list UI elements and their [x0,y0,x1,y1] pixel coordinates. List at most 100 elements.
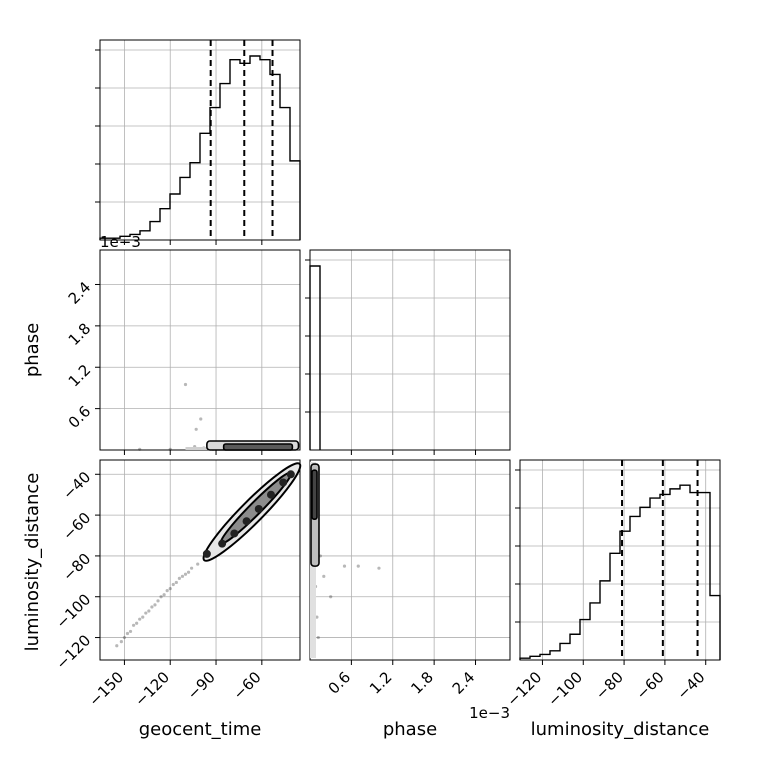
scatter-point [150,605,154,609]
hist-step [519,484,721,660]
hist-bar [680,485,690,660]
x-label-luminosity-distance: luminosity_distance [531,719,710,740]
hist-bar [140,231,150,240]
scatter-point [356,564,360,568]
scatter-point [329,595,333,599]
hist-bar [150,222,160,240]
hist-bar [190,163,200,240]
scatter-point [141,615,145,619]
scatter-point [316,635,320,640]
contour-point [242,517,251,526]
y-tick-label-luminosity_distance: −120 [53,631,95,673]
scatter-point [165,589,169,593]
scatter-point [315,615,319,619]
scatter-point [159,595,163,599]
y-tick-label-phase: 1.2 [65,361,95,391]
scatter-point [119,640,123,644]
panel-frame-geocent_time_vs_luminosity_distance [99,459,301,661]
y-tick-label-luminosity_distance: −100 [53,590,95,632]
hist-bar [670,489,680,660]
scatter-point [342,564,347,568]
scatter-point [177,576,181,580]
contour-inner [311,469,318,520]
x-tick-label-phase: 1.2 [366,668,396,698]
hist-bar [630,516,640,660]
scatter-point [147,609,151,613]
x-label-geocent-time: geocent_time [139,719,262,740]
hist-bar [710,596,720,660]
contour-point [279,478,288,487]
hist-bar [560,643,570,660]
hist-bar [540,654,550,660]
x-tick-label-phase: 2.4 [449,668,479,698]
contour-inner [222,443,294,451]
scatter-point [115,644,119,648]
contour-point [230,529,239,538]
hist-bar [310,266,320,450]
hist-frame-geocent_time [99,39,301,241]
hist-bar [600,581,610,660]
hist-bar [660,494,670,660]
y-label-phase: phase [22,323,43,377]
x-offset-phase: 1e−3 [469,704,510,722]
hist-bar [250,56,260,240]
hist-bar [580,620,590,660]
hist-bar [230,60,240,240]
scatter-point [183,572,188,576]
scatter-point [138,617,142,621]
scatter-point [153,603,157,607]
x-tick-label-geocent_time: −120 [131,668,173,710]
scatter-point [156,599,160,603]
x-tick-label-geocent_time: −60 [230,668,265,703]
hist-bar [280,108,290,240]
scatter-point [135,621,139,625]
hist-bar [160,209,170,240]
hist-step [99,55,301,240]
hist-bar [270,74,280,240]
panel-frame-phase_vs_luminosity_distance [309,459,511,661]
scatter-point [131,623,136,627]
scatter-point [190,566,194,570]
contour-point [286,470,295,479]
hist-bar [700,493,710,660]
x-tick-label-luminosity_distance: −80 [592,668,627,703]
x-tick-label-geocent_time: −90 [184,668,219,703]
hist-bar [610,553,620,660]
hist-bar [650,498,660,660]
contour-point [254,504,263,513]
hist-frame-phase [309,249,511,451]
y-tick-label-phase: 0.6 [65,402,95,432]
hist-bar [290,161,300,240]
scatter-point [196,562,200,566]
hist-bar [590,603,600,660]
contour-point [202,549,211,558]
y-tick-label-phase: 1.8 [65,319,95,349]
y-label-luminosity-distance: luminosity_distance [22,473,43,652]
x-label-phase: phase [383,719,437,740]
y-tick-label-phase: 2.4 [65,278,95,308]
scatter-point [174,580,178,585]
x-tick-label-luminosity_distance: −60 [633,668,668,703]
scatter-point [122,635,127,640]
scatter-point [199,417,203,421]
scatter-point [194,427,198,431]
hist-bar [550,651,560,660]
x-tick-label-luminosity_distance: −40 [673,668,708,703]
scatter-point [144,611,148,615]
hist-bar [220,84,230,240]
scatter-point [171,582,175,587]
contour-point [218,539,227,548]
x-tick-label-geocent_time: −150 [85,668,127,710]
y-tick-label-luminosity_distance: −80 [59,550,94,585]
scatter-point [125,631,130,636]
y-offset-phase: 1e−3 [100,233,141,251]
hist-bar [260,60,270,240]
hist-frame-luminosity_distance [519,459,721,661]
x-tick-label-luminosity_distance: −100 [544,668,586,710]
scatter-point [180,574,185,578]
x-tick-label-phase: 0.6 [325,668,355,698]
scatter-point [168,586,172,591]
scatter-point [128,629,133,634]
scatter-point [162,593,166,597]
